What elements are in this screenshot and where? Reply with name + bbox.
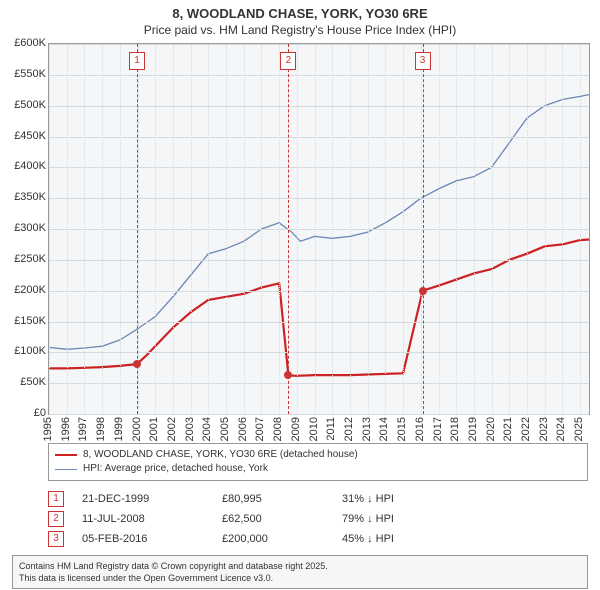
event-row: 2 11-JUL-2008£62,50079% ↓ HPI (48, 509, 588, 529)
chart-area: 1 2 3 £0 £50K £100K £150K £200K £250K £300K £350K… (0, 43, 600, 443)
legend-row-hpi: HPI: Average price, detached house, York (55, 462, 581, 476)
sale-point (284, 371, 292, 379)
legend-swatch-property (55, 454, 77, 456)
x-axis-tick: 2013 (361, 417, 373, 441)
x-axis-tick: 2010 (308, 417, 320, 441)
x-axis-tick: 2017 (432, 417, 444, 441)
x-axis-tick: 2019 (467, 417, 479, 441)
event-vs-hpi: 45% ↓ HPI (342, 533, 482, 545)
x-axis-tick: 2018 (449, 417, 461, 441)
legend-label-hpi: HPI: Average price, detached house, York (83, 462, 268, 476)
y-axis-tick: £0 (2, 407, 46, 419)
event-vs-hpi: 31% ↓ HPI (342, 493, 482, 505)
event-marker: 2 (280, 52, 296, 70)
x-axis-tick: 1998 (95, 417, 107, 441)
x-axis-tick: 1995 (42, 417, 54, 441)
y-axis-tick: £450K (2, 130, 46, 142)
y-axis-tick: £350K (2, 191, 46, 203)
event-price: £80,995 (222, 493, 342, 505)
x-axis-tick: 2011 (325, 417, 337, 441)
x-axis-tick: 1996 (60, 417, 72, 441)
legend-swatch-hpi (55, 469, 77, 470)
sale-point (419, 287, 427, 295)
event-marker: 1 (129, 52, 145, 70)
x-axis-tick: 2023 (538, 417, 550, 441)
events-table: 1 21-DEC-1999£80,99531% ↓ HPI 2 11-JUL-2008… (48, 489, 588, 549)
title-address: 8, WOODLAND CHASE, YORK, YO30 6RE (0, 0, 600, 21)
sale-point (133, 360, 141, 368)
y-axis-tick: £200K (2, 284, 46, 296)
attribution-footer: Contains HM Land Registry data © Crown c… (12, 555, 588, 589)
event-price: £62,500 (222, 513, 342, 525)
event-date: 21-DEC-1999 (82, 493, 222, 505)
y-axis-tick: £250K (2, 253, 46, 265)
plot-region: 1 2 3 (48, 43, 590, 415)
event-row: 1 21-DEC-1999£80,99531% ↓ HPI (48, 489, 588, 509)
x-axis-tick: 2014 (378, 417, 390, 441)
x-axis-tick: 2004 (201, 417, 213, 441)
event-line (288, 44, 289, 414)
chart-container: 8, WOODLAND CHASE, YORK, YO30 6RE Price … (0, 0, 600, 590)
title-subtitle: Price paid vs. HM Land Registry's House … (0, 21, 600, 43)
legend: 8, WOODLAND CHASE, YORK, YO30 6RE (detac… (48, 443, 588, 481)
y-axis-tick: £600K (2, 37, 46, 49)
footer-line2: This data is licensed under the Open Gov… (19, 572, 581, 584)
event-vs-hpi: 79% ↓ HPI (342, 513, 482, 525)
x-axis-tick: 1999 (113, 417, 125, 441)
y-axis-tick: £400K (2, 160, 46, 172)
event-line (423, 44, 424, 414)
x-axis-tick: 2006 (237, 417, 249, 441)
x-axis-tick: 2005 (219, 417, 231, 441)
x-axis-tick: 2000 (131, 417, 143, 441)
y-axis-tick: £50K (2, 376, 46, 388)
y-axis-tick: £300K (2, 222, 46, 234)
x-axis-tick: 2022 (520, 417, 532, 441)
event-date: 05-FEB-2016 (82, 533, 222, 545)
y-axis-tick: £500K (2, 99, 46, 111)
x-axis-tick: 2002 (166, 417, 178, 441)
y-axis-tick: £550K (2, 68, 46, 80)
event-number: 1 (48, 491, 64, 507)
x-axis-tick: 2020 (485, 417, 497, 441)
x-axis-tick: 2021 (502, 417, 514, 441)
event-row: 3 05-FEB-2016£200,00045% ↓ HPI (48, 529, 588, 549)
x-axis-tick: 2016 (414, 417, 426, 441)
event-line (137, 44, 138, 414)
legend-row-property: 8, WOODLAND CHASE, YORK, YO30 6RE (detac… (55, 448, 581, 462)
x-axis-tick: 2008 (272, 417, 284, 441)
x-axis-tick: 2015 (396, 417, 408, 441)
x-axis-tick: 2007 (254, 417, 266, 441)
x-axis-tick: 2024 (555, 417, 567, 441)
legend-label-property: 8, WOODLAND CHASE, YORK, YO30 6RE (detac… (83, 448, 358, 462)
event-price: £200,000 (222, 533, 342, 545)
event-marker: 3 (415, 52, 431, 70)
x-axis-tick: 2001 (148, 417, 160, 441)
event-number: 3 (48, 531, 64, 547)
hpi-line (49, 95, 589, 350)
event-number: 2 (48, 511, 64, 527)
x-axis-tick: 2003 (184, 417, 196, 441)
footer-line1: Contains HM Land Registry data © Crown c… (19, 560, 581, 572)
event-date: 11-JUL-2008 (82, 513, 222, 525)
x-axis-tick: 1997 (77, 417, 89, 441)
y-axis-tick: £150K (2, 315, 46, 327)
x-axis-tick: 2025 (573, 417, 585, 441)
x-axis-tick: 2009 (290, 417, 302, 441)
x-axis-tick: 2012 (343, 417, 355, 441)
y-axis-tick: £100K (2, 345, 46, 357)
